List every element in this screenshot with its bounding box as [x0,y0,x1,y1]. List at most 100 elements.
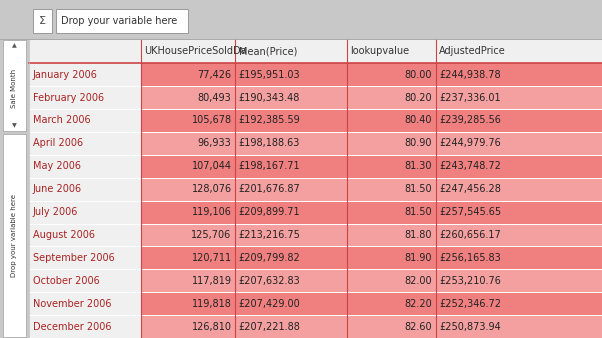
Text: 117,819: 117,819 [191,276,232,286]
Text: August 2006: August 2006 [33,230,95,240]
Text: 119,106: 119,106 [191,207,232,217]
FancyBboxPatch shape [3,134,26,337]
Text: UKHousePriceSoldDa: UKHousePriceSoldDa [144,46,247,56]
Text: January 2006: January 2006 [33,70,98,80]
Bar [29,315,141,338]
Bar [29,63,141,86]
Text: June 2006: June 2006 [33,184,82,194]
Text: 82.20: 82.20 [405,299,432,309]
Text: 80.00: 80.00 [405,70,432,80]
Text: £253,210.76: £253,210.76 [439,276,501,286]
Text: ▲: ▲ [12,43,17,48]
Text: 80.90: 80.90 [405,138,432,148]
Text: £209,899.71: £209,899.71 [239,207,300,217]
Text: £190,343.48: £190,343.48 [239,93,300,102]
Text: 119,818: 119,818 [191,299,232,309]
Bar [0,0,602,39]
Bar [29,201,141,223]
Text: 126,810: 126,810 [191,321,232,332]
Text: £244,979.76: £244,979.76 [439,138,501,148]
Bar [141,223,602,246]
Text: £239,285.56: £239,285.56 [439,116,501,125]
Text: 82.60: 82.60 [405,321,432,332]
Text: £244,938.78: £244,938.78 [439,70,501,80]
Text: Σ: Σ [39,16,46,26]
Text: December 2006: December 2006 [33,321,111,332]
Text: 81.80: 81.80 [405,230,432,240]
Bar [29,109,141,132]
Text: 80.20: 80.20 [405,93,432,102]
Text: 105,678: 105,678 [191,116,232,125]
Bar [141,109,602,132]
Text: February 2006: February 2006 [33,93,104,102]
Text: £237,336.01: £237,336.01 [439,93,501,102]
Text: 81.50: 81.50 [405,207,432,217]
Text: lookupvalue: lookupvalue [350,46,410,56]
Bar [29,39,602,63]
Text: £195,951.03: £195,951.03 [239,70,300,80]
Bar [141,246,602,269]
Text: October 2006: October 2006 [33,276,99,286]
Text: AdjustedPrice: AdjustedPrice [439,46,506,56]
Text: £207,429.00: £207,429.00 [239,299,300,309]
Bar [29,246,141,269]
Text: £209,799.82: £209,799.82 [239,253,300,263]
Bar [141,292,602,315]
Text: £252,346.72: £252,346.72 [439,299,501,309]
Text: November 2006: November 2006 [33,299,111,309]
Text: ▼: ▼ [12,123,17,128]
Bar [141,63,602,86]
Text: 81.30: 81.30 [405,161,432,171]
Bar [29,292,141,315]
Text: 120,711: 120,711 [191,253,232,263]
Bar [141,132,602,155]
Bar [29,178,141,200]
Text: Mean(Price): Mean(Price) [239,46,297,56]
Text: Drop your variable here: Drop your variable here [11,194,17,276]
Text: March 2006: March 2006 [33,116,90,125]
Text: 80,493: 80,493 [198,93,232,102]
Text: 77,426: 77,426 [197,70,232,80]
Text: £257,545.65: £257,545.65 [439,207,501,217]
Text: May 2006: May 2006 [33,161,81,171]
Text: 82.00: 82.00 [405,276,432,286]
Text: £192,385.59: £192,385.59 [239,116,300,125]
Text: 128,076: 128,076 [191,184,232,194]
Bar [141,269,602,292]
Bar [141,155,602,178]
Bar [29,132,141,155]
Text: 81.90: 81.90 [405,253,432,263]
Text: £256,165.83: £256,165.83 [439,253,501,263]
Text: 80.40: 80.40 [405,116,432,125]
Text: 96,933: 96,933 [198,138,232,148]
Text: £213,216.75: £213,216.75 [239,230,301,240]
Text: £260,656.17: £260,656.17 [439,230,501,240]
Bar [29,39,141,63]
Bar [29,155,141,178]
Text: £198,167.71: £198,167.71 [239,161,300,171]
Text: £201,676.87: £201,676.87 [239,184,300,194]
Text: £243,748.72: £243,748.72 [439,161,501,171]
Text: £198,188.63: £198,188.63 [239,138,300,148]
Text: July 2006: July 2006 [33,207,78,217]
Bar [141,86,602,109]
Bar [141,201,602,223]
Text: £207,221.88: £207,221.88 [239,321,301,332]
Text: April 2006: April 2006 [33,138,82,148]
Bar [0,0,29,338]
Text: £207,632.83: £207,632.83 [239,276,300,286]
Bar [29,86,141,109]
Text: 125,706: 125,706 [191,230,232,240]
Text: £247,456.28: £247,456.28 [439,184,501,194]
Bar [29,223,141,246]
Text: Sale Month: Sale Month [11,69,17,108]
Bar [141,178,602,200]
FancyBboxPatch shape [33,9,52,33]
FancyBboxPatch shape [56,9,188,33]
Bar [29,269,141,292]
Text: £250,873.94: £250,873.94 [439,321,501,332]
Text: September 2006: September 2006 [33,253,114,263]
Bar [141,315,602,338]
Text: Drop your variable here: Drop your variable here [61,16,177,26]
FancyBboxPatch shape [3,40,26,131]
